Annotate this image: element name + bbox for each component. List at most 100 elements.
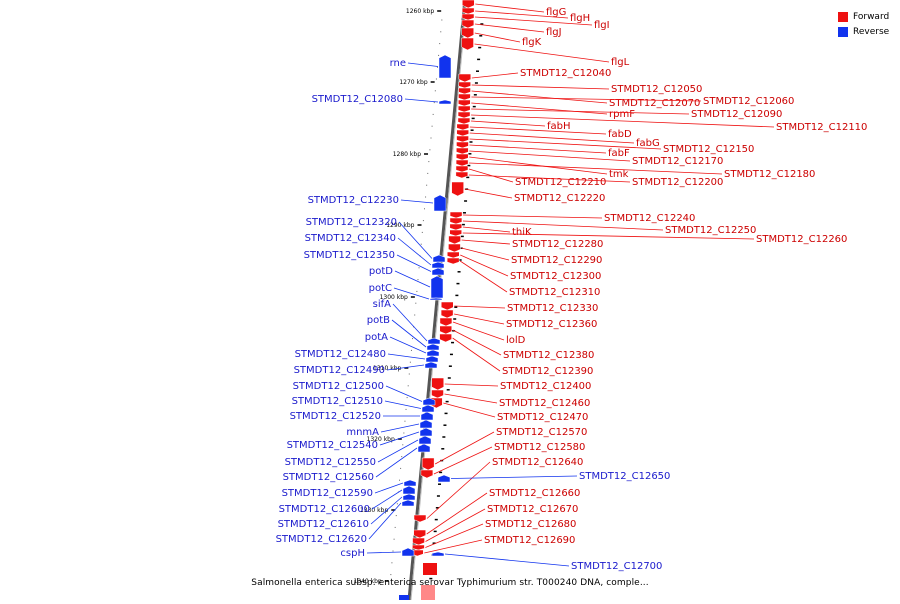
forward-gene-label: STMDT12_C12360 xyxy=(506,319,597,330)
forward-gene-label: flgH xyxy=(570,13,590,24)
reverse-gene-leader xyxy=(407,62,439,67)
forward-gene-leader xyxy=(469,138,662,150)
forward-gene-label: STMDT12_C12060 xyxy=(703,96,794,107)
forward-gene-leader xyxy=(452,337,501,372)
forward-gene-arrow xyxy=(420,469,434,479)
forward-gene-label: STMDT12_C12390 xyxy=(502,366,593,377)
forward-gene-arrow xyxy=(449,217,463,225)
reverse-swatch xyxy=(838,26,848,37)
reverse-gene-leader xyxy=(391,319,427,348)
reverse-gene-label: STMDT12_C12700 xyxy=(571,561,662,572)
forward-gene-leader xyxy=(468,168,514,183)
reverse-gene-leader xyxy=(370,496,403,525)
forward-gene-label: flgK xyxy=(522,37,542,48)
forward-gene-leader xyxy=(474,32,521,43)
forward-gene-label: STMDT12_C12150 xyxy=(663,144,754,155)
scale-label: 1340 kbp xyxy=(353,578,381,585)
forward-gene-arrow xyxy=(458,99,471,107)
reverse-gene-label: STMDT12_C12490 xyxy=(294,365,385,376)
forward-gene-leader xyxy=(474,16,593,26)
scale-label: 1320 kbp xyxy=(367,436,395,443)
reverse-gene-leader xyxy=(400,199,434,204)
reverse-gene-leader xyxy=(397,237,432,266)
forward-gene-arrow xyxy=(456,147,469,155)
reverse-gene-label: STMDT12_C12230 xyxy=(308,195,399,206)
forward-gene-label: STMDT12_C12210 xyxy=(515,177,606,188)
forward-gene-label: flgG xyxy=(546,7,566,18)
reverse-gene-arrow xyxy=(422,397,436,406)
forward-gene-arrow xyxy=(423,563,437,575)
reverse-gene-arrow xyxy=(402,493,416,501)
reverse-gene-label: STMDT12_C12340 xyxy=(305,233,396,244)
reverse-gene-arrow xyxy=(419,419,433,429)
reverse-gene-label: potA xyxy=(365,332,388,343)
reverse-gene-leader xyxy=(392,303,428,342)
reverse-gene-arrow xyxy=(399,595,409,600)
forward-gene-arrow xyxy=(446,257,460,265)
reverse-gene-arrow xyxy=(426,349,440,357)
reverse-gene-arrow xyxy=(421,404,435,413)
forward-gene-arrow xyxy=(458,93,471,101)
forward-gene-leader xyxy=(444,383,499,387)
forward-gene-label: fabD xyxy=(608,129,632,140)
forward-gene-label: STMDT12_C12660 xyxy=(489,488,580,499)
forward-gene-leader xyxy=(471,84,610,90)
reverse-gene-arrow xyxy=(432,254,446,263)
reverse-gene-label: STMDT12_C12320 xyxy=(306,217,397,228)
forward-gene-label: STMDT12_C12180 xyxy=(724,169,815,180)
scale-label: 1260 kbp xyxy=(406,8,434,15)
reverse-gene-arrow xyxy=(427,337,441,345)
forward-gene-arrow xyxy=(461,27,474,39)
reverse-gene-leader xyxy=(374,482,404,494)
forward-gene-leader xyxy=(426,492,488,535)
reverse-gene-arrow xyxy=(438,54,452,79)
forward-gene-leader xyxy=(471,108,690,115)
reverse-gene-arrow xyxy=(420,411,434,421)
forward-gene-arrow xyxy=(457,117,471,125)
forward-gene-leader xyxy=(434,431,495,465)
forward-gene-arrow xyxy=(451,181,464,197)
forward-gene-arrow xyxy=(439,333,452,343)
reverse-gene-label: sifA xyxy=(373,299,392,310)
forward-gene-leader xyxy=(454,313,505,325)
reverse-gene-arrow xyxy=(438,99,452,105)
forward-gene-arrow xyxy=(455,171,469,179)
forward-gene-leader xyxy=(426,461,491,519)
forward-gene-arrow xyxy=(448,243,461,253)
forward-gene-arrow xyxy=(441,301,454,311)
reverse-gene-label: STMDT12_C12650 xyxy=(579,471,670,482)
reverse-gene-label: STMDT12_C12600 xyxy=(279,504,370,515)
reverse-gene-label: STMDT12_C12560 xyxy=(283,472,374,483)
forward-gene-leader xyxy=(424,539,483,554)
forward-gene-label: STMDT12_C12090 xyxy=(691,109,782,120)
forward-gene-leader xyxy=(475,10,569,19)
reverse-gene-arrow xyxy=(437,474,451,483)
forward-gene-leader xyxy=(464,188,513,199)
forward-gene-leader xyxy=(471,114,775,128)
forward-gene-label: STMDT12_C12400 xyxy=(500,381,591,392)
reverse-gene-leader xyxy=(375,447,418,478)
legend-forward-label: Forward xyxy=(853,11,890,22)
forward-gene-label: STMDT12_C12690 xyxy=(484,535,575,546)
forward-gene-label: STMDT12_C12280 xyxy=(512,239,603,250)
forward-gene-label: STMDT12_C12310 xyxy=(509,287,600,298)
forward-gene-arrow xyxy=(462,0,475,9)
forward-gene-arrow xyxy=(449,211,463,219)
forward-gene-label: STMDT12_C12040 xyxy=(520,68,611,79)
reverse-gene-leader xyxy=(384,400,422,409)
reverse-gene-arrow xyxy=(431,551,445,557)
forward-swatch xyxy=(838,11,848,22)
forward-gene-leader xyxy=(425,508,486,542)
forward-gene-leader xyxy=(471,90,608,104)
reverse-gene-label: STMDT12_C12480 xyxy=(295,349,386,360)
forward-gene-label: STMDT12_C12640 xyxy=(492,457,583,468)
forward-gene-arrow xyxy=(458,81,471,89)
reverse-gene-arrow xyxy=(429,297,443,301)
forward-gene-leader xyxy=(425,523,484,548)
reverse-gene-arrow xyxy=(402,485,416,495)
forward-gene-label: STMDT12_C12220 xyxy=(514,193,605,204)
reverse-gene-arrow xyxy=(401,547,415,557)
forward-gene-leader xyxy=(469,156,608,175)
scale-label: 1290 kbp xyxy=(386,222,414,229)
